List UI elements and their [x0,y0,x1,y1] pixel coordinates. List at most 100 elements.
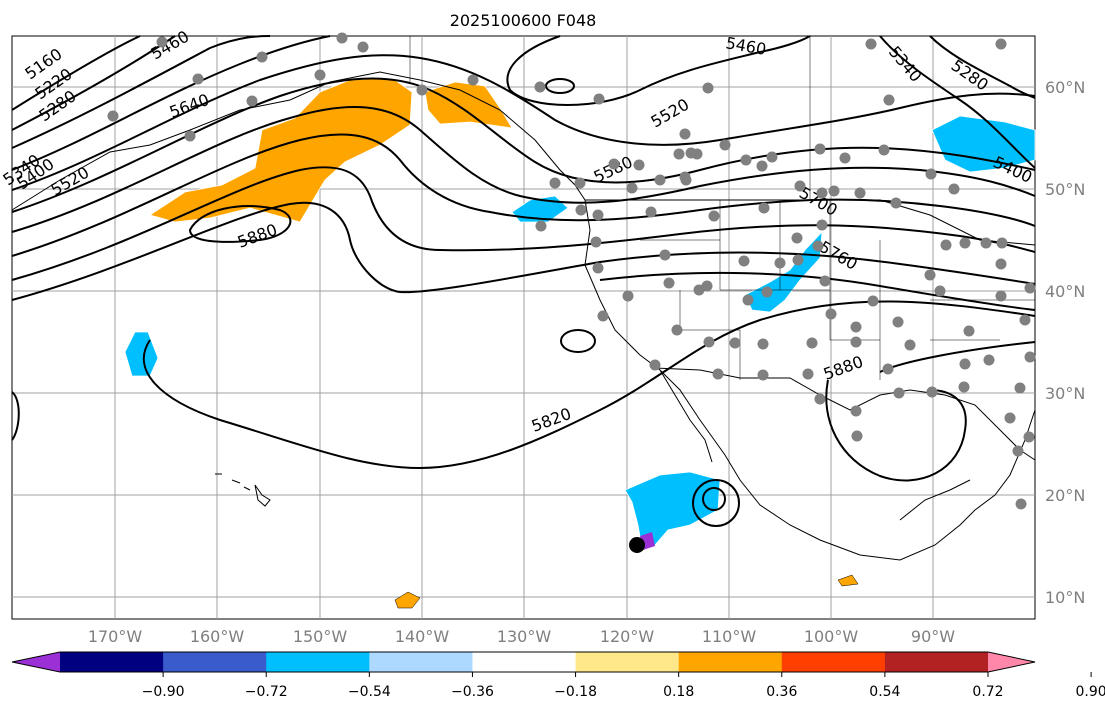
orange-region-alaska [424,81,513,129]
station-dot [854,187,866,199]
colorbar-tick-label: 0.72 [972,684,1003,700]
station-dot [649,359,661,371]
station-dot [812,240,824,252]
station-dot [792,254,804,266]
colorbar-extend-low [12,652,60,672]
station-dot [256,51,268,63]
baja-california [659,369,713,463]
lat-label: 50°N [1045,180,1085,199]
station-dot [1019,314,1031,326]
station-dot [865,38,877,50]
contour-5820 [143,300,1036,470]
station-dot [107,110,119,122]
lon-label: 170°W [88,627,143,646]
figure-title: 2025100600 F048 [450,11,597,30]
station-dot [882,363,894,375]
orange-region-south-pacific [394,591,421,609]
station-dot [1004,412,1016,424]
station-dot [1024,282,1036,294]
contour-5760 [599,271,1036,311]
alaska-coast [11,71,586,211]
colorbar-segment [884,652,989,672]
station-dot [766,151,778,163]
colorbar-segment [781,652,886,672]
station-dot [1024,351,1036,363]
orange-region-north-pacific [149,77,413,223]
contour-5160 [11,35,141,111]
station-dot [816,187,828,199]
gulf-of-mexico-coast [819,389,1036,461]
station-dot [708,210,720,222]
colorbar-segment [163,652,267,672]
station-dot [416,84,428,96]
station-dot [691,148,703,160]
coastlines [11,71,1036,561]
contour-5220 [11,35,176,131]
station-dot [357,41,369,53]
station-dot [825,308,837,320]
yucatan [899,479,971,521]
station-dot [192,73,204,85]
lon-label: 110°W [702,627,757,646]
station-dot [774,257,786,269]
colorbar: −0.90 −0.72 −0.54 −0.36 −0.18 0.18 0.36 0.54 0.7… [11,651,1105,700]
station-dot [892,316,904,328]
station-dot [534,81,546,93]
station-dot [1023,431,1035,443]
station-dot [703,336,715,348]
station-dot [314,69,326,81]
station-dot [535,220,547,232]
colorbar-tick-label: −0.36 [451,684,494,700]
contour-5280 [11,35,271,149]
station-dot [575,204,587,216]
station-dot [671,324,683,336]
contour-small-ellipse-north [545,78,575,94]
station-dot [948,183,960,195]
station-dot [839,152,851,164]
station-dot [729,337,741,349]
station-dot [626,182,638,194]
contour-5340 [11,35,331,171]
contour-5880-pacific [188,205,292,243]
station-dot [850,405,862,417]
colorbar-tick-label: 0.36 [766,684,797,700]
station-dot [940,239,952,251]
station-dot [756,160,768,172]
station-dot [592,209,604,221]
contour-5640 [11,166,1036,281]
station-dot [184,130,196,142]
station-dot [814,393,826,405]
station-dot [802,368,814,380]
station-dot [963,325,975,337]
station-dot [246,95,258,107]
station-dot [995,258,1007,270]
station-dot [679,128,691,140]
colorbar-tick-label: −0.18 [554,684,597,700]
contour-west-edge [11,391,20,441]
station-dot [622,290,634,302]
contour-5460-top [506,35,811,106]
station-dot [959,237,971,249]
station-dot [701,280,713,292]
station-dot [608,158,620,170]
station-dot [645,206,657,218]
station-dot [597,310,609,322]
station-dot [934,285,946,297]
station-dot [659,249,671,261]
us-west-coast [584,199,1036,561]
filled-regions [124,77,1036,609]
colorbar-tick-label: −0.90 [142,684,185,700]
colorbar-segment [60,652,164,672]
station-dot [156,36,168,48]
lon-label: 130°W [497,627,552,646]
station-dot [924,269,936,281]
station-dot [794,180,806,192]
colorbar-segment [472,652,577,672]
height-contours [11,35,1036,527]
colorbar-tick-label: −0.72 [245,684,288,700]
colorbar-tick-label: 0.18 [663,684,694,700]
orange-region-central-america [837,574,859,587]
lat-label-group: 60°N 50°N 40°N 30°N 20°N 10°N [1045,78,1085,607]
contour-5280-east [929,35,1036,99]
station-dot [633,159,645,171]
